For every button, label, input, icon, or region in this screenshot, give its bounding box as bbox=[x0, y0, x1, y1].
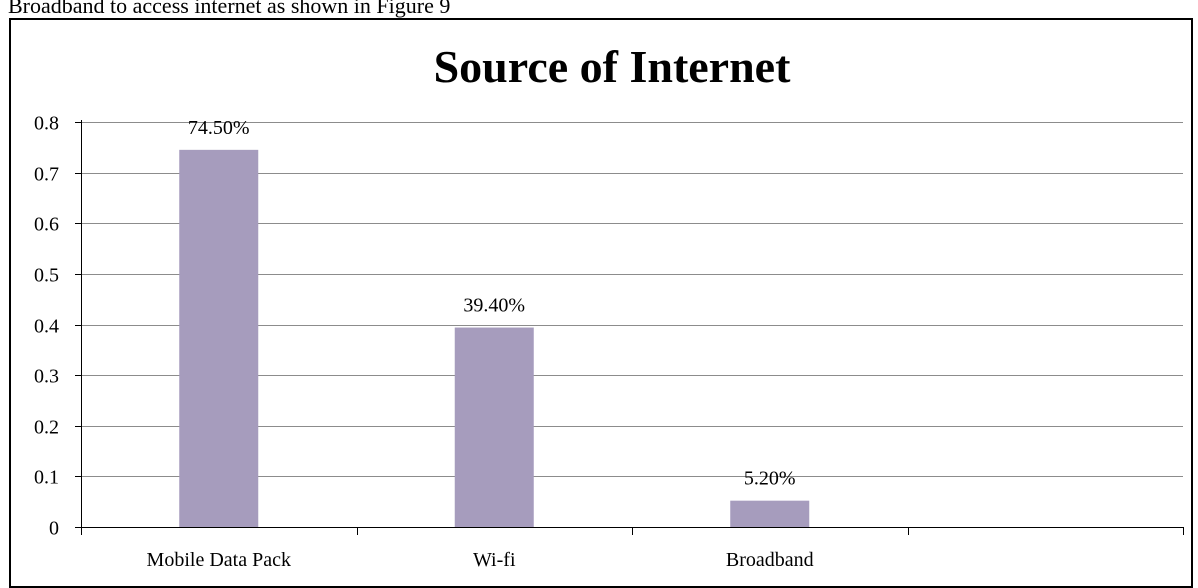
y-tick-label: 0.2 bbox=[34, 417, 59, 439]
y-tick-label: 0.3 bbox=[34, 366, 59, 388]
y-tick-label: 0.6 bbox=[34, 214, 59, 236]
axes bbox=[75, 120, 1184, 535]
bars bbox=[179, 149, 810, 527]
data-label: 39.40% bbox=[463, 295, 525, 317]
bar-mobile-data-pack bbox=[179, 149, 259, 527]
y-tick-label: 0.4 bbox=[34, 316, 59, 338]
y-tick-label: 0 bbox=[49, 518, 59, 540]
y-tick-label: 0.8 bbox=[34, 113, 59, 135]
x-category-label: Mobile Data Pack bbox=[147, 549, 291, 571]
y-tick-label: 0.5 bbox=[34, 265, 59, 287]
data-label: 74.50% bbox=[188, 117, 250, 139]
x-category-label: Wi-fi bbox=[473, 549, 516, 571]
y-tick-label: 0.1 bbox=[34, 467, 59, 489]
bar-wi-fi bbox=[454, 327, 534, 527]
gridlines bbox=[81, 122, 1183, 477]
data-label: 5.20% bbox=[744, 468, 796, 490]
labels: 0 0.1 0.2 0.3 0.4 0.5 0.6 0.7 0.8 74.50% Mobile Da… bbox=[34, 113, 814, 572]
y-tick-label: 0.7 bbox=[34, 164, 59, 186]
x-category-label: Broadband bbox=[726, 549, 814, 571]
bar-broadband bbox=[730, 500, 810, 527]
chart-title: Source of Internet bbox=[434, 41, 792, 92]
document-text: Broadband to access internet as shown in… bbox=[8, 0, 451, 18]
